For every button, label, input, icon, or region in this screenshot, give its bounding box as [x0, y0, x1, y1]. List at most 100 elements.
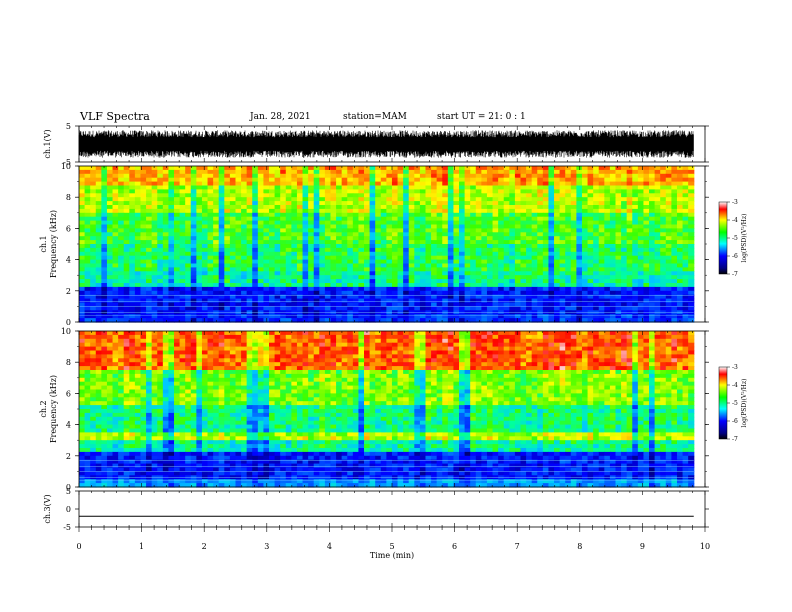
spectrogram-cell	[375, 302, 382, 307]
spectrogram-cell	[626, 331, 633, 336]
spectrogram-cell	[526, 247, 533, 253]
spectrogram-cell	[598, 279, 605, 284]
spectrogram-cell	[554, 290, 561, 296]
spectrogram-cell	[201, 342, 209, 348]
spectrogram-cell	[296, 318, 304, 323]
spectrogram-cell	[470, 169, 477, 175]
spectrogram-cell	[425, 318, 432, 323]
spectrogram-cell	[447, 208, 455, 214]
spectrogram-cell	[302, 271, 309, 276]
spectrogram-cell	[324, 240, 332, 245]
spectrogram-cell	[386, 302, 393, 307]
spectrogram-cell	[129, 244, 136, 249]
spectrogram-cell	[671, 169, 678, 175]
spectrogram-cell	[665, 267, 672, 272]
spectrogram-cell	[414, 169, 421, 175]
spectrogram-cell	[106, 263, 114, 268]
spectrogram-cell	[682, 173, 689, 179]
spectrogram-cell	[593, 279, 600, 284]
spectrogram-cell	[201, 247, 209, 253]
spectrogram-cell	[302, 236, 309, 241]
spectrogram-cell	[570, 240, 577, 245]
spectrogram-cell	[218, 236, 225, 241]
spectrogram-cell	[570, 279, 577, 284]
spectrogram-cell	[112, 267, 119, 272]
spectrogram-cell	[319, 169, 326, 175]
spectrogram-cell	[425, 255, 432, 261]
spectrogram-cell	[224, 166, 231, 171]
spectrogram-cell	[174, 228, 181, 233]
spectrogram-cell	[414, 338, 421, 344]
spectrogram-cell	[520, 205, 527, 210]
spectrogram-cell	[157, 224, 164, 229]
spectrogram-cell	[151, 259, 158, 265]
spectrogram-cell	[581, 298, 589, 304]
spectrogram-cell	[79, 346, 86, 352]
spectrogram-cell	[369, 216, 376, 222]
spectrogram-cell	[576, 205, 583, 210]
spectrogram-cell	[341, 251, 348, 257]
spectrogram-cell	[263, 244, 270, 249]
spectrogram-cell	[576, 251, 583, 257]
spectrogram-cell	[464, 255, 471, 261]
spectrogram-cell	[157, 259, 164, 265]
spectrogram-cell	[269, 185, 276, 190]
spectrogram-cell	[643, 193, 650, 198]
spectrogram-cell	[526, 185, 533, 190]
spectrogram-cell	[419, 338, 427, 344]
spectrogram-cell	[369, 201, 376, 206]
spectrogram-cell	[106, 259, 114, 265]
spectrogram-cell	[358, 197, 365, 202]
spectrogram-cell	[246, 263, 253, 268]
spectrogram-cell	[162, 244, 170, 249]
spectrogram-cell	[252, 294, 259, 300]
spectrogram-cell	[682, 240, 689, 245]
spectrogram-cell	[397, 185, 404, 190]
spectrogram-cell	[626, 334, 633, 340]
spectrogram-cell	[475, 334, 482, 340]
spectrogram-cell	[492, 247, 499, 253]
spectrogram-cell	[185, 220, 192, 226]
spectrogram-cell	[341, 232, 348, 237]
spectrogram-cell	[682, 193, 689, 198]
spectrogram-cell	[587, 318, 594, 323]
spectrogram-cell	[554, 166, 561, 171]
spectrogram-cell	[526, 220, 533, 226]
spectrogram-cell	[146, 173, 153, 179]
spectrogram-cell	[587, 331, 594, 336]
spectrogram-cell	[364, 259, 371, 265]
y-tick-label: -5	[63, 158, 71, 167]
spectrogram-cell	[559, 228, 566, 233]
spectrogram-cell	[470, 255, 477, 261]
spectrogram-cell	[609, 244, 617, 249]
spectrogram-cell	[140, 201, 147, 206]
spectrogram-cell	[241, 306, 248, 311]
spectrogram-cell	[364, 290, 371, 296]
spectrogram-cell	[352, 212, 360, 218]
spectrogram-cell	[676, 201, 684, 206]
spectrogram-cell	[313, 271, 320, 276]
spectrogram-cell	[380, 208, 387, 214]
spectrogram-cell	[313, 224, 320, 229]
spectrogram-cell	[129, 205, 136, 210]
spectrogram-cell	[570, 216, 577, 222]
spectrogram-cell	[621, 236, 628, 241]
spectrogram-cell	[207, 290, 214, 296]
spectrogram-cell	[537, 197, 544, 202]
spectrogram-cell	[403, 294, 410, 300]
spectrogram-cell	[162, 205, 170, 210]
spectrogram-cell	[509, 251, 516, 257]
spectrogram-cell	[118, 208, 125, 214]
spectrogram-cell	[671, 338, 678, 344]
spectrogram-cell	[626, 306, 633, 311]
spectrogram-cell	[537, 283, 544, 288]
spectrogram-cell	[375, 342, 382, 348]
spectrogram-cell	[79, 263, 86, 268]
spectrogram-cell	[403, 306, 410, 311]
spectrogram-cell	[503, 263, 510, 268]
spectrogram-cell	[101, 240, 108, 245]
spectrogram-cell	[302, 166, 309, 171]
spectrogram-cell	[682, 263, 689, 268]
spectrogram-cell	[185, 173, 192, 179]
spectrogram-cell	[218, 298, 225, 304]
